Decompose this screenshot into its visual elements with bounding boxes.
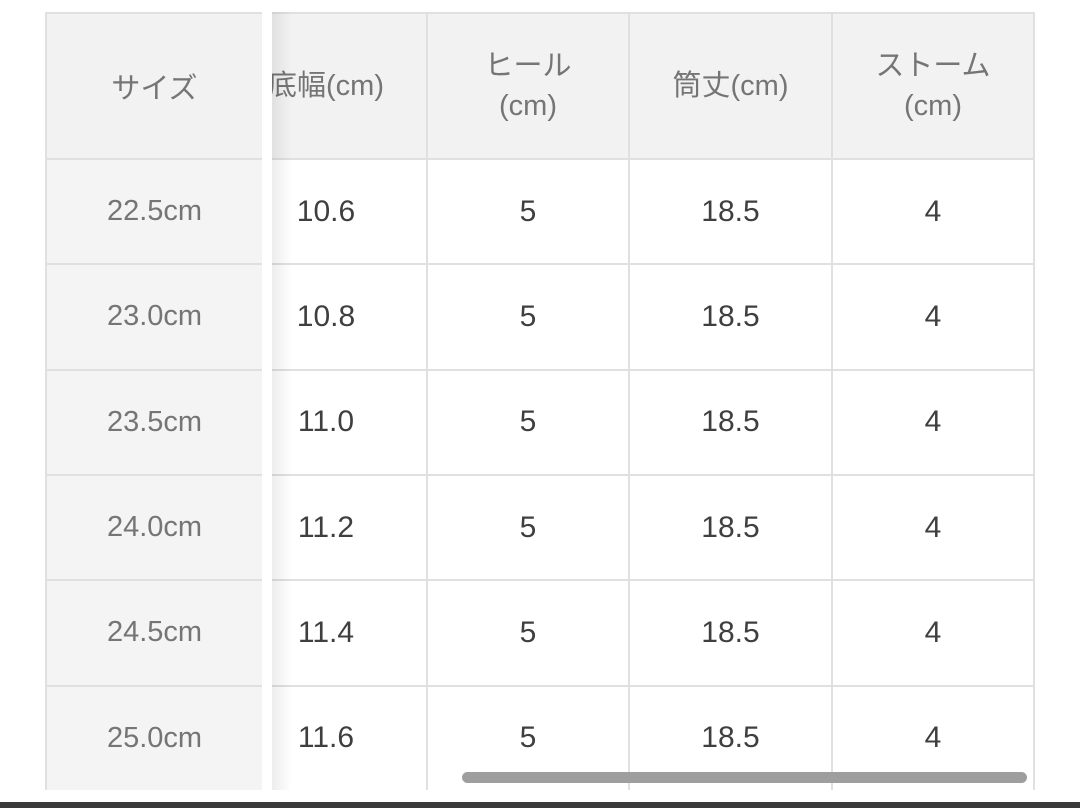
size-chart-table: 底幅(cm) ヒール (cm) 筒丈(cm) ストーム (cm) 10.6 5 … (226, 12, 1035, 790)
column-header-shaft-height: 筒丈(cm) (630, 14, 833, 160)
value-cell: 10.6 (226, 160, 428, 266)
size-cell: 23.5cm (47, 370, 262, 476)
size-cell: 24.0cm (47, 475, 262, 582)
value-cell: 5 (428, 265, 630, 371)
value-cell: 18.5 (630, 475, 833, 582)
value-cell: 4 (833, 265, 1035, 371)
size-cell: 23.0cm (47, 265, 262, 371)
sticky-column-gap (262, 12, 272, 790)
size-cell: 22.5cm (47, 160, 262, 266)
value-cell: 18.5 (630, 160, 833, 266)
size-chart-scroll-area[interactable]: 底幅(cm) ヒール (cm) 筒丈(cm) ストーム (cm) 10.6 5 … (45, 12, 1035, 790)
value-cell: 5 (428, 475, 630, 582)
value-cell: 4 (833, 581, 1035, 687)
column-header-heel: ヒール (cm) (428, 14, 630, 160)
sticky-column-shadow (272, 12, 292, 790)
size-cell: 25.0cm (47, 686, 262, 790)
value-cell: 5 (428, 160, 630, 266)
sticky-size-column: サイズ 22.5cm 23.0cm 23.5cm 24.0cm 24.5cm 2… (45, 12, 262, 790)
value-cell: 18.5 (630, 370, 833, 476)
value-cell: 5 (428, 370, 630, 476)
value-cell: 18.5 (630, 265, 833, 371)
column-header-platform: ストーム (cm) (833, 14, 1035, 160)
value-cell: 5 (428, 581, 630, 687)
column-header-size: サイズ (47, 14, 262, 160)
horizontal-scrollbar-thumb[interactable] (462, 772, 1027, 783)
value-cell: 4 (833, 160, 1035, 266)
value-cell: 18.5 (630, 581, 833, 687)
value-cell: 4 (833, 370, 1035, 476)
value-cell: 4 (833, 475, 1035, 582)
size-cell: 24.5cm (47, 581, 262, 687)
screenshot-bottom-edge (0, 802, 1080, 808)
